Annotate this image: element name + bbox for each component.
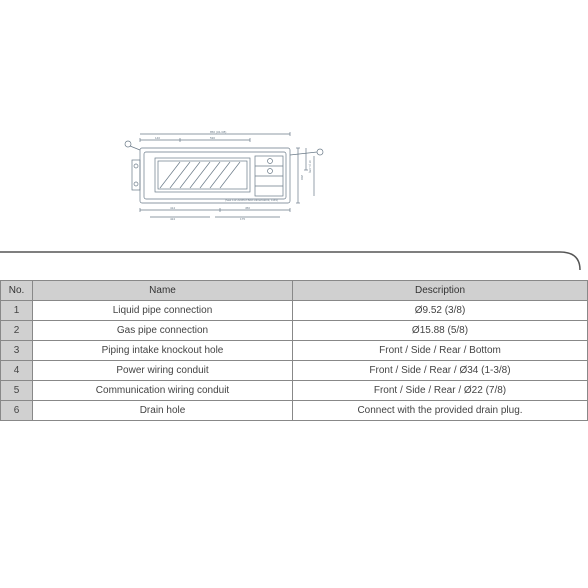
section-divider: [0, 250, 588, 275]
svg-text:(See For Anchor Bolt Dimension: (See For Anchor Bolt Dimensions, 10/4): [225, 198, 278, 202]
parts-table: No. Name Description 1 Liquid pipe conne…: [0, 280, 588, 421]
table-row: 5 Communication wiring conduit Front / S…: [1, 381, 588, 401]
table-row: 4 Power wiring conduit Front / Side / Re…: [1, 361, 588, 381]
header-no: No.: [1, 281, 33, 301]
table-row: 3 Piping intake knockout hole Front / Si…: [1, 341, 588, 361]
svg-text:850 (34-3/8): 850 (34-3/8): [210, 130, 226, 134]
header-desc: Description: [293, 281, 588, 301]
svg-text:424: 424: [170, 217, 175, 221]
svg-text:175: 175: [240, 217, 245, 221]
header-name: Name: [33, 281, 293, 301]
svg-text:414: 414: [170, 206, 175, 210]
svg-text:47 (1-7/8): 47 (1-7/8): [308, 160, 312, 173]
technical-drawing: 140 530 850 (34-3/8) 200 47 (1-7/8) 414 …: [120, 130, 335, 225]
svg-text:200: 200: [300, 175, 304, 180]
svg-text:530: 530: [210, 136, 215, 140]
svg-text:140: 140: [155, 136, 160, 140]
svg-text:450: 450: [245, 206, 250, 210]
table-row: 1 Liquid pipe connection Ø9.52 (3/8): [1, 301, 588, 321]
table-row: 2 Gas pipe connection Ø15.88 (5/8): [1, 321, 588, 341]
table-row: 6 Drain hole Connect with the provided d…: [1, 401, 588, 421]
